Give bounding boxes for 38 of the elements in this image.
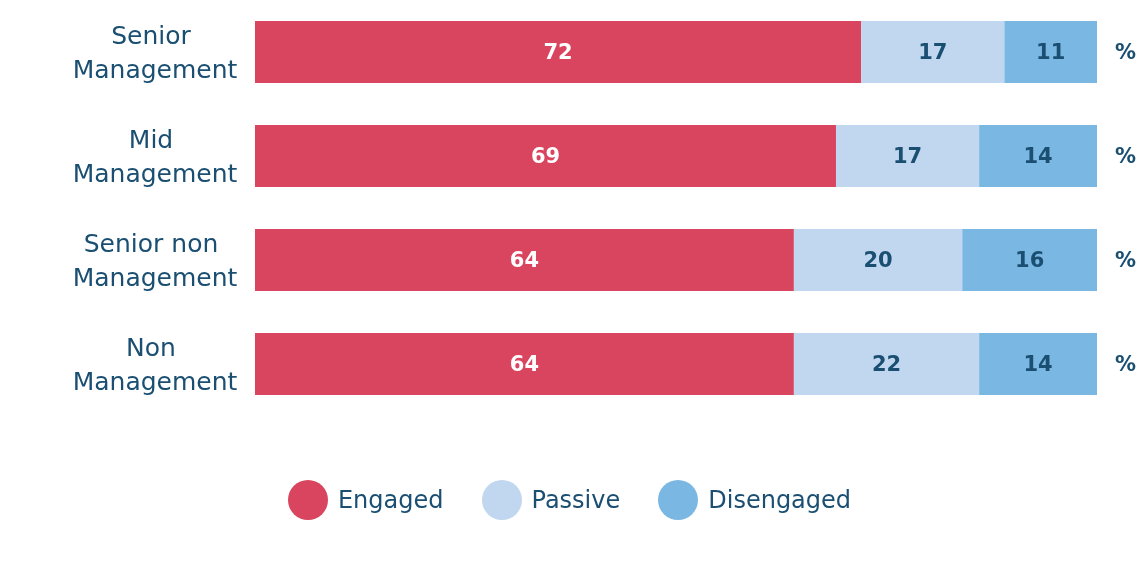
legend-item: Engaged <box>273 480 458 520</box>
bar <box>255 21 862 83</box>
bar <box>835 125 980 187</box>
y-tick-label: Senior Management <box>72 20 238 84</box>
data-label: 14 <box>1023 144 1053 168</box>
data-label: 22 <box>871 352 902 376</box>
legend-item: Disengaged <box>644 480 866 520</box>
data-label: 64 <box>509 248 540 272</box>
data-label: 64 <box>509 352 540 376</box>
legend-label: Passive <box>531 486 621 514</box>
bar <box>793 229 963 291</box>
bar <box>979 333 1097 395</box>
y-tick-label: Non Management <box>72 332 238 396</box>
bar <box>793 333 980 395</box>
text: % <box>1115 144 1137 168</box>
bar <box>979 125 1097 187</box>
bar <box>861 21 1005 83</box>
bar <box>962 229 1097 291</box>
data-label: 14 <box>1023 352 1053 376</box>
data-label: 17 <box>892 144 923 168</box>
data-label: 11 <box>1036 40 1066 64</box>
data-label: 17 <box>918 40 948 64</box>
data-label: 72 <box>543 40 573 64</box>
text: % <box>1115 352 1137 376</box>
bar <box>255 229 794 291</box>
text: % <box>1115 248 1137 272</box>
bar <box>255 333 794 395</box>
legend-item: Passive <box>467 480 635 520</box>
data-label: 20 <box>863 248 893 272</box>
bar <box>1004 21 1097 83</box>
y-tick-label: Mid Management <box>72 124 238 188</box>
y-tick-label: Senior non Management <box>72 228 238 292</box>
legend-label: Engaged <box>337 486 444 514</box>
bar <box>255 125 836 187</box>
legend-label: Disengaged <box>708 486 852 514</box>
data-label: 69 <box>530 144 561 168</box>
data-label: 16 <box>1015 248 1045 272</box>
text: % <box>1115 40 1137 64</box>
